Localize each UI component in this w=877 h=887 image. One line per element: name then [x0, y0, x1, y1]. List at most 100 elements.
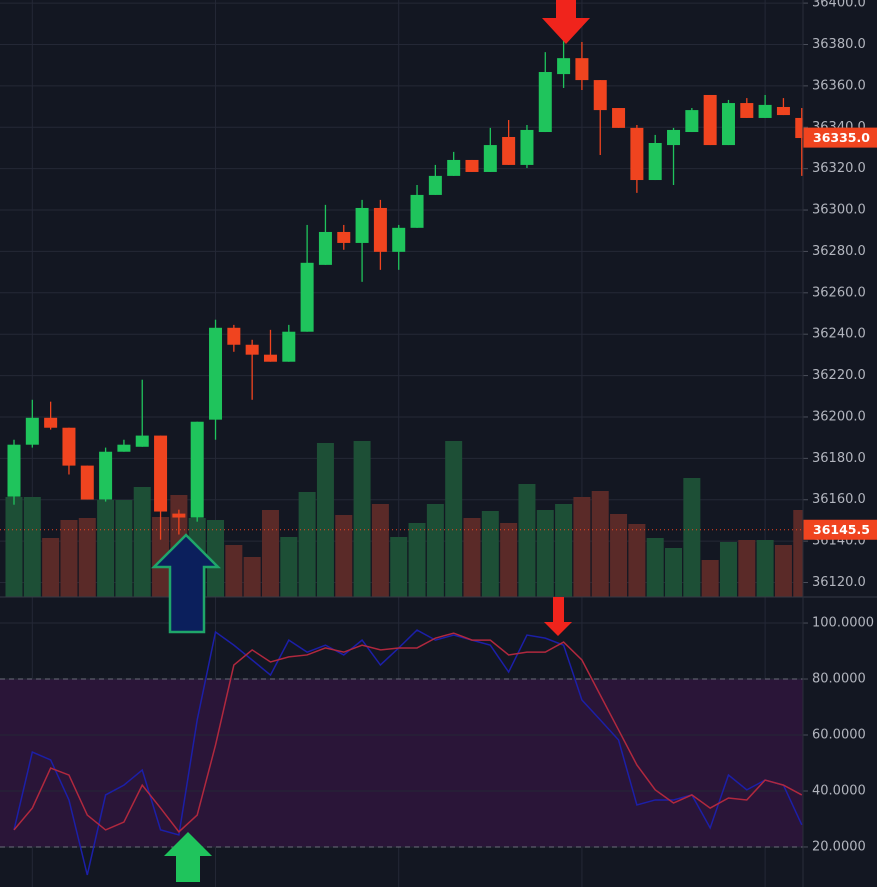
volume-bar — [353, 441, 371, 597]
y-tick-label: 80.0000 — [812, 672, 866, 687]
candle-body — [392, 227, 406, 252]
volume-bar — [207, 520, 225, 597]
candle-body — [428, 175, 442, 195]
candle-body — [795, 117, 803, 139]
volume-bar — [408, 523, 426, 597]
volume-bar — [756, 540, 774, 597]
volume-bar — [225, 545, 243, 597]
candle-body — [190, 421, 204, 518]
candle-body — [740, 103, 754, 118]
candle-body — [758, 104, 772, 118]
volume-bar — [78, 518, 96, 597]
candle-body — [245, 344, 259, 355]
candle-body — [227, 327, 241, 345]
candle-body — [300, 262, 314, 332]
price-label-box — [803, 127, 877, 148]
volume-bar — [573, 497, 591, 597]
volume-bar — [610, 514, 628, 597]
volume-bar — [481, 511, 499, 597]
candle-body — [373, 207, 387, 252]
candle-body — [7, 444, 21, 497]
candle-body — [44, 417, 58, 428]
volume-bar — [555, 504, 573, 597]
candle-body — [355, 207, 369, 243]
volume-bar — [683, 478, 701, 597]
candle-body — [263, 354, 277, 362]
candle-body — [575, 58, 589, 81]
sell-arrow — [542, 0, 590, 44]
buy-arrow-small — [164, 832, 212, 882]
candle-body — [135, 435, 149, 447]
price-label: 36145.5 — [813, 522, 870, 537]
candle-body — [447, 159, 461, 176]
volume-bar — [243, 557, 261, 597]
candle-body — [80, 465, 94, 500]
candle-body — [520, 129, 534, 165]
volume-bar — [536, 510, 554, 597]
candle-body — [465, 159, 479, 172]
volume-bar — [335, 515, 353, 597]
candle-body — [703, 94, 717, 146]
candle-body — [557, 58, 571, 75]
y-tick-label: 36220.0 — [812, 368, 866, 383]
candle-body — [62, 427, 76, 466]
volume-bar — [665, 548, 683, 597]
volume-bar — [628, 524, 646, 597]
candle-body — [721, 103, 735, 146]
candle-body — [318, 231, 332, 265]
candle-body — [776, 106, 790, 116]
volume-bar — [42, 538, 60, 597]
volume-bar — [390, 537, 408, 597]
y-tick-label: 36400.0 — [812, 0, 866, 11]
candle-body — [630, 127, 644, 181]
volume-bar — [518, 484, 536, 597]
y-tick-label: 36380.0 — [812, 37, 866, 52]
candle-body — [209, 327, 223, 420]
candle-body — [648, 142, 662, 181]
band — [0, 679, 803, 847]
volume-bar — [793, 510, 803, 597]
y-tick-label: 100.0000 — [812, 616, 874, 631]
y-tick-label: 36160.0 — [812, 492, 866, 507]
y-tick-label: 20.0000 — [812, 839, 866, 854]
candle-body — [337, 231, 351, 243]
candle-body — [282, 331, 296, 362]
annotations — [150, 0, 590, 882]
y-tick-label: 36300.0 — [812, 203, 866, 218]
volume-bar — [591, 491, 609, 597]
y-tick-label: 36280.0 — [812, 244, 866, 259]
buy-arrow — [150, 533, 222, 634]
volume-bar — [133, 487, 151, 597]
price-label: 36335.0 — [813, 130, 870, 145]
y-tick-label: 36260.0 — [812, 285, 866, 300]
volume-bar — [115, 500, 133, 597]
price-axis: 36120.036140.036160.036180.036200.036220… — [803, 0, 877, 854]
volume-bar — [371, 504, 389, 597]
volume-bar — [646, 538, 664, 597]
volume-bar — [774, 545, 792, 597]
candle-body — [538, 72, 552, 133]
candle-body — [502, 136, 516, 165]
plot-area — [0, 0, 803, 887]
volume-bar — [23, 497, 41, 597]
volume-bar — [738, 540, 756, 597]
volume-bar — [445, 441, 463, 597]
candle-body — [99, 451, 113, 500]
candle-body — [612, 108, 626, 128]
volume-bar — [719, 542, 737, 597]
volume-bar — [280, 537, 298, 597]
price-label-box — [803, 519, 877, 540]
candle-body — [172, 513, 186, 518]
candle-body — [483, 145, 497, 172]
candle-body — [685, 110, 699, 133]
y-tick-label: 36200.0 — [812, 409, 866, 424]
volume-bar — [152, 517, 170, 597]
volume-bar — [500, 523, 518, 597]
volume-bar — [97, 500, 115, 597]
volume-bar — [5, 497, 23, 597]
candle-body — [154, 435, 168, 512]
y-tick-label: 36180.0 — [812, 451, 866, 466]
volume-bar — [463, 518, 481, 597]
